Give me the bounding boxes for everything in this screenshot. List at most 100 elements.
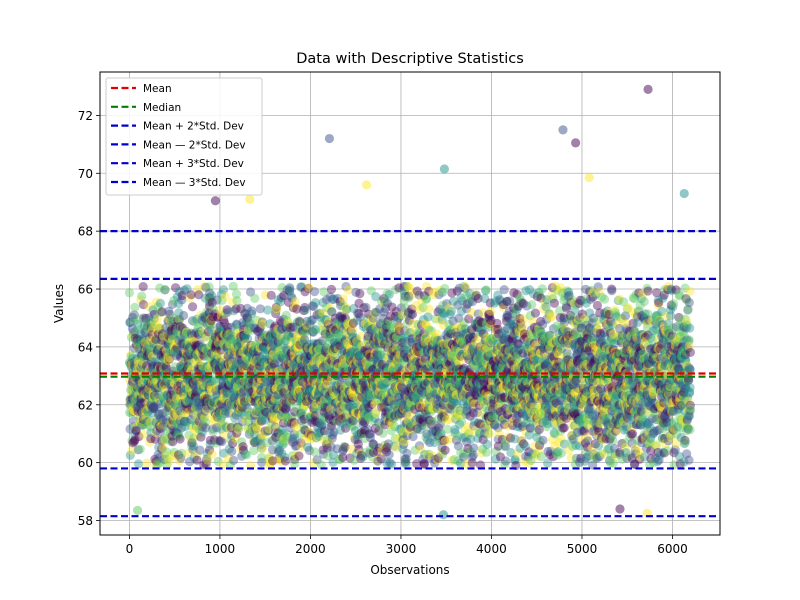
data-point bbox=[193, 352, 204, 362]
data-point bbox=[242, 450, 252, 460]
data-point bbox=[222, 330, 232, 340]
data-point bbox=[150, 376, 161, 386]
data-point bbox=[191, 421, 201, 431]
data-point bbox=[244, 384, 254, 394]
data-point bbox=[211, 347, 221, 358]
data-point bbox=[166, 395, 176, 405]
data-point bbox=[128, 405, 139, 416]
data-point bbox=[188, 333, 198, 343]
data-point bbox=[158, 329, 168, 339]
data-point bbox=[205, 301, 215, 311]
data-point bbox=[243, 333, 253, 344]
data-point bbox=[124, 407, 135, 418]
data-point bbox=[200, 391, 210, 402]
data-point bbox=[236, 356, 247, 366]
data-point bbox=[190, 378, 200, 388]
data-point bbox=[187, 383, 197, 393]
data-point bbox=[205, 379, 215, 389]
data-point bbox=[209, 346, 219, 356]
data-point bbox=[193, 364, 203, 374]
data-point bbox=[142, 317, 152, 327]
data-point bbox=[164, 380, 175, 390]
data-point bbox=[222, 342, 232, 352]
data-point bbox=[469, 443, 479, 453]
data-point bbox=[227, 347, 238, 357]
data-point bbox=[209, 337, 219, 348]
data-point bbox=[210, 309, 220, 319]
data-point bbox=[191, 397, 201, 407]
data-point bbox=[559, 423, 569, 433]
data-point bbox=[216, 289, 227, 299]
data-point bbox=[207, 401, 217, 411]
data-point bbox=[126, 399, 136, 409]
data-point bbox=[242, 345, 253, 356]
data-point bbox=[158, 352, 169, 362]
data-point bbox=[216, 345, 226, 355]
data-point bbox=[137, 384, 147, 394]
data-point bbox=[181, 407, 191, 418]
data-point bbox=[169, 409, 179, 419]
data-point bbox=[186, 364, 197, 375]
data-point bbox=[150, 381, 160, 391]
data-point bbox=[192, 402, 202, 412]
data-point bbox=[218, 362, 228, 372]
data-point bbox=[147, 377, 158, 387]
data-point bbox=[310, 447, 320, 457]
data-point bbox=[217, 363, 228, 374]
data-point bbox=[217, 327, 227, 337]
data-point bbox=[378, 428, 388, 438]
data-point bbox=[226, 376, 237, 386]
data-point bbox=[176, 350, 186, 361]
data-point bbox=[209, 358, 219, 369]
data-point bbox=[179, 384, 190, 395]
data-point bbox=[126, 387, 136, 397]
data-point bbox=[216, 324, 226, 334]
data-point bbox=[141, 313, 151, 324]
data-point bbox=[150, 335, 160, 345]
data-point bbox=[233, 378, 243, 388]
data-point bbox=[204, 378, 214, 388]
data-point bbox=[231, 410, 241, 420]
data-point bbox=[233, 422, 243, 432]
data-point bbox=[137, 359, 147, 370]
data-point bbox=[238, 373, 248, 383]
data-point bbox=[159, 332, 169, 342]
data-point bbox=[133, 406, 143, 416]
data-point bbox=[223, 381, 234, 391]
data-point bbox=[212, 358, 222, 369]
data-point bbox=[143, 322, 153, 332]
data-point bbox=[151, 456, 161, 466]
data-point bbox=[221, 421, 231, 431]
data-point bbox=[129, 329, 139, 339]
data-point bbox=[155, 427, 165, 437]
data-point bbox=[136, 359, 146, 370]
data-point bbox=[190, 392, 200, 402]
data-point bbox=[231, 320, 242, 330]
data-point bbox=[194, 358, 204, 369]
data-point bbox=[133, 356, 143, 366]
data-point bbox=[129, 310, 139, 320]
data-point bbox=[199, 362, 209, 372]
data-point bbox=[229, 393, 240, 403]
data-point bbox=[193, 323, 203, 333]
data-point bbox=[219, 329, 230, 339]
data-point bbox=[197, 411, 207, 422]
data-point bbox=[209, 398, 219, 408]
data-point bbox=[218, 376, 228, 387]
data-point bbox=[223, 329, 234, 339]
data-point bbox=[232, 319, 242, 329]
data-point bbox=[231, 433, 241, 444]
data-point bbox=[188, 409, 198, 419]
data-point bbox=[159, 364, 169, 374]
data-point bbox=[166, 331, 176, 342]
data-point bbox=[219, 330, 229, 340]
data-point bbox=[142, 407, 153, 417]
data-point bbox=[212, 312, 223, 322]
data-point bbox=[168, 437, 178, 447]
data-point bbox=[424, 304, 434, 314]
data-point bbox=[234, 355, 244, 365]
data-point bbox=[190, 424, 200, 435]
data-point bbox=[169, 342, 179, 352]
data-point bbox=[137, 356, 148, 367]
data-point bbox=[242, 359, 252, 369]
